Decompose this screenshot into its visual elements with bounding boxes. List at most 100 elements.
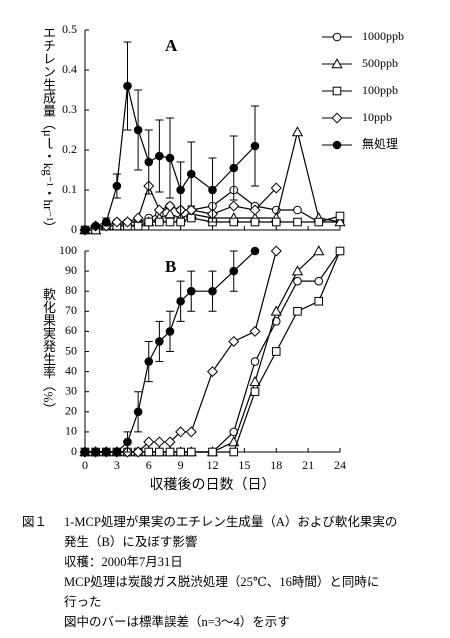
y-tick-label: 0.4 <box>62 62 77 76</box>
y-tick-label: 0.3 <box>62 102 77 116</box>
caption-line: 図中のバーは標準誤差（n=3～4）を示す <box>64 615 290 629</box>
marker <box>165 327 175 336</box>
marker <box>91 447 100 457</box>
marker <box>123 81 132 91</box>
marker <box>229 447 239 457</box>
x-tick-label: 21 <box>302 458 314 472</box>
marker <box>293 205 302 215</box>
marker <box>250 217 260 227</box>
marker <box>229 163 239 173</box>
legend-label: 無処理 <box>362 136 398 151</box>
caption-line: MCP処理は炭酸ガス脱渋処理（25℃、16時間）と同時に <box>64 575 380 589</box>
marker <box>206 366 219 378</box>
y-tick-label: 20 <box>65 404 77 418</box>
x-axis-label: 収穫後の日数（日） <box>150 477 276 493</box>
y-tick-label: 0.5 <box>62 22 77 36</box>
marker <box>313 245 325 256</box>
marker <box>271 347 281 356</box>
marker <box>133 125 143 135</box>
x-tick-label: 3 <box>114 458 120 472</box>
marker <box>208 286 217 296</box>
marker <box>293 307 302 316</box>
y-tick-label: 90 <box>65 263 77 277</box>
x-tick-label: 15 <box>238 458 250 472</box>
x-tick-label: 24 <box>334 458 346 472</box>
marker <box>314 296 324 306</box>
marker <box>229 266 239 276</box>
legend-marker <box>332 86 342 96</box>
y-tick-label: 10 <box>65 424 77 438</box>
marker <box>229 217 239 227</box>
marker <box>132 212 144 224</box>
marker <box>176 296 185 306</box>
y-axis-label: 軟化果実発生率（%） <box>41 287 56 415</box>
y-tick-label: 50 <box>65 343 77 357</box>
marker <box>164 436 176 448</box>
marker <box>143 436 155 448</box>
marker <box>144 157 154 167</box>
legend-label: 100ppb <box>362 83 398 97</box>
marker <box>334 216 346 227</box>
caption-label: 図１ <box>22 515 48 529</box>
marker <box>121 216 134 228</box>
marker <box>186 169 196 179</box>
marker <box>271 217 281 227</box>
y-axis-label: エチレン生成量（μｌ・kg⁻¹・hr⁻¹） <box>41 26 56 234</box>
marker <box>250 246 260 256</box>
legend-marker <box>332 32 342 42</box>
marker <box>186 286 196 296</box>
marker <box>249 204 261 216</box>
marker <box>132 446 144 458</box>
legend-marker <box>331 112 343 124</box>
marker <box>291 265 304 276</box>
marker <box>176 185 185 195</box>
marker <box>335 211 345 221</box>
legend-label: 500ppb <box>362 56 398 70</box>
y-tick-label: 0.1 <box>62 182 77 196</box>
marker <box>155 151 164 161</box>
x-tick-label: 12 <box>207 458 219 472</box>
marker <box>153 436 165 448</box>
marker <box>208 185 217 195</box>
caption-line: 発生（B）に及ぼす影響 <box>64 535 198 549</box>
marker <box>249 375 261 386</box>
marker <box>185 204 197 216</box>
marker <box>249 325 261 337</box>
x-tick-label: 9 <box>178 458 184 472</box>
x-tick-label: 0 <box>82 458 88 472</box>
marker <box>153 204 165 216</box>
marker <box>250 387 260 396</box>
y-tick-label: 100 <box>59 243 77 257</box>
caption-line: 収穫：2000年7月31日 <box>64 555 183 569</box>
marker <box>293 217 302 227</box>
y-tick-label: 70 <box>65 303 77 317</box>
panel-label: B <box>165 257 176 276</box>
marker <box>144 217 154 227</box>
series-line <box>84 85 256 231</box>
marker <box>186 447 196 457</box>
marker <box>164 200 176 212</box>
y-tick-label: 0 <box>71 222 77 236</box>
series-line <box>85 250 320 453</box>
marker <box>144 447 154 457</box>
marker <box>228 200 240 212</box>
panel-label: A <box>165 36 178 55</box>
legend-label: 10ppb <box>362 110 392 124</box>
marker <box>335 246 345 256</box>
marker <box>101 447 111 457</box>
marker <box>270 245 282 257</box>
legend-marker <box>331 58 343 69</box>
marker <box>80 225 90 235</box>
y-tick-label: 60 <box>65 323 77 337</box>
marker <box>155 337 164 346</box>
marker <box>270 182 282 194</box>
marker <box>111 216 123 228</box>
marker <box>314 217 324 227</box>
marker <box>270 305 282 316</box>
marker <box>155 217 164 227</box>
x-tick-label: 18 <box>270 458 282 472</box>
marker <box>133 407 143 417</box>
marker <box>123 437 132 447</box>
